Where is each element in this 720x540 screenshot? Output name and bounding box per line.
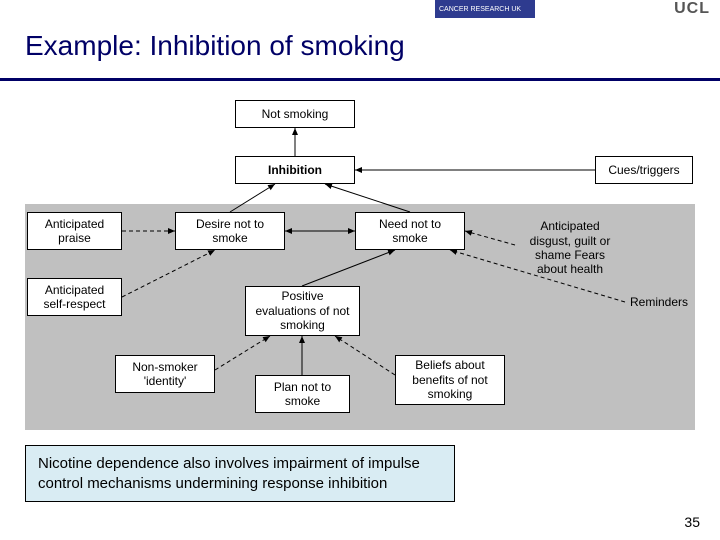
node-plan: Plan not to smoke [255, 375, 350, 413]
node-cues: Cues/triggers [595, 156, 693, 184]
node-not-smoking: Not smoking [235, 100, 355, 128]
node-inhibition: Inhibition [235, 156, 355, 184]
slide-number: 35 [684, 514, 700, 530]
title-underline [0, 78, 720, 81]
node-nonsmoker-id: Non-smoker 'identity' [115, 355, 215, 393]
header-badge: CANCER RESEARCH UK [435, 0, 535, 18]
node-anticipated-dgs: Anticipated disgust, guilt or shame Fear… [515, 212, 625, 284]
node-anticipated-sr: Anticipated self-respect [27, 278, 122, 316]
node-need: Need not to smoke [355, 212, 465, 250]
node-beliefs: Beliefs about benefits of not smoking [395, 355, 505, 405]
node-anticipated-praise: Anticipated praise [27, 212, 122, 250]
node-reminders: Reminders [625, 290, 693, 314]
header-logo: UCL [674, 0, 710, 18]
caption-box: Nicotine dependence also involves impair… [25, 445, 455, 502]
node-desire: Desire not to smoke [175, 212, 285, 250]
slide-title: Example: Inhibition of smoking [25, 30, 405, 62]
node-positive-eval: Positive evaluations of not smoking [245, 286, 360, 336]
diagram: Not smoking Inhibition Cues/triggers Antici… [25, 100, 695, 460]
